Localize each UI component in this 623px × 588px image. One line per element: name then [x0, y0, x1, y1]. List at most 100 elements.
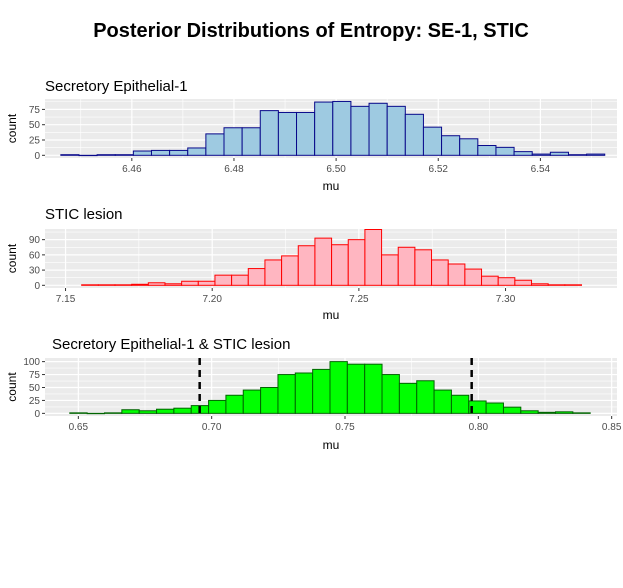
x-tick-label: 6.52 [429, 164, 449, 175]
histogram-bar [314, 237, 333, 286]
figure-title: Posterior Distributions of Entropy: SE-1… [93, 20, 529, 42]
x-tick-label: 7.20 [202, 294, 222, 305]
panel-combined: Secretory Epithelial-1 & STIC lesion 0.65… [5, 336, 622, 452]
histogram-bar [296, 111, 316, 156]
histogram-bar [121, 409, 140, 414]
histogram-bar [131, 283, 149, 286]
y-tick-label: 90 [29, 235, 41, 246]
histogram-bar [241, 127, 261, 156]
histogram-bar [332, 100, 352, 156]
histogram-bar [97, 284, 116, 286]
histogram-bar [513, 151, 533, 156]
histogram-bar [242, 389, 262, 414]
histogram-bar [197, 280, 216, 286]
histogram-bar [103, 412, 123, 414]
panel-title: Secretory Epithelial-1 & STIC lesion [52, 336, 290, 353]
y-tick-label: 75 [29, 105, 41, 116]
histogram-bar [181, 280, 199, 286]
x-tick-label: 6.54 [531, 164, 551, 175]
histogram-bar [214, 274, 233, 286]
histogram-bar [537, 411, 557, 414]
x-axis-title: mu [323, 308, 340, 322]
histogram-bar [555, 411, 574, 414]
histogram-bar [364, 229, 383, 286]
histogram-bar [381, 374, 400, 414]
histogram-bar [502, 406, 522, 414]
histogram-bar [477, 145, 497, 156]
x-tick-label: 0.80 [469, 422, 489, 433]
y-tick-label: 25 [29, 136, 41, 147]
histogram-bar [433, 389, 452, 414]
histogram-bar [225, 394, 244, 414]
y-axis-title: count [5, 113, 19, 143]
x-tick-label: 6.48 [224, 164, 244, 175]
histogram-bar [114, 284, 133, 286]
y-axis-title: count [5, 372, 19, 402]
histogram-bar [447, 263, 466, 286]
histogram-bar [312, 368, 331, 414]
histogram-bar [150, 149, 171, 156]
x-tick-label: 0.75 [335, 422, 355, 433]
y-tick-label: 30 [29, 266, 41, 277]
histogram-bar [495, 146, 515, 156]
histogram-bar [450, 394, 470, 414]
x-axis-title: mu [323, 438, 340, 452]
histogram-bar [60, 154, 80, 156]
histogram-bar [96, 154, 116, 156]
histogram-bar [329, 361, 348, 414]
histogram-bar [347, 239, 366, 286]
histogram-bar [260, 386, 279, 414]
histogram-bar [531, 283, 549, 286]
histogram-bar [416, 380, 435, 414]
histogram-bar [531, 153, 551, 156]
histogram-bar [572, 412, 591, 414]
histogram-bar [281, 255, 299, 286]
x-axis-title: mu [323, 179, 340, 193]
histogram-bar [422, 126, 443, 156]
x-tick-label: 7.15 [56, 294, 76, 305]
y-tick-label: 100 [23, 357, 40, 368]
histogram-bar [368, 102, 388, 156]
histogram-bar [297, 245, 316, 286]
histogram-bar [567, 154, 588, 156]
panel-title: STIC lesion [45, 206, 123, 223]
histogram-bar [485, 402, 504, 414]
histogram-bar [169, 149, 189, 156]
histogram-bar [187, 147, 207, 156]
histogram-bar [69, 412, 88, 414]
histogram-bar [346, 363, 366, 414]
histogram-bar [173, 407, 192, 414]
panel-stic: STIC lesion 7.15 7.20 7.25 7.30 0 30 60 90 mu coun… [5, 206, 617, 322]
y-tick-label: 25 [29, 396, 41, 407]
histogram-bar [247, 268, 266, 286]
histogram-bar [277, 374, 296, 414]
histogram-bar [404, 113, 424, 156]
histogram-bar [464, 268, 483, 286]
panel-title: Secretory Epithelial-1 [45, 78, 188, 95]
histogram-bar [386, 105, 406, 156]
histogram-bar [459, 138, 479, 156]
histogram-bar [481, 275, 499, 286]
y-tick-label: 60 [29, 250, 41, 261]
histogram-bar [147, 282, 166, 286]
histogram-bar [156, 408, 175, 414]
histogram-bar [231, 274, 249, 286]
histogram-bar [314, 101, 334, 156]
histogram-bar [398, 382, 418, 414]
histogram-bar [208, 399, 227, 414]
histogram-bar [114, 154, 134, 156]
histogram-bar [431, 259, 449, 286]
x-tick-label: 0.85 [602, 422, 622, 433]
histogram-bar [547, 284, 566, 286]
histogram-bar [564, 284, 583, 286]
histogram-bar [441, 135, 461, 156]
histogram-bar [414, 249, 433, 286]
histogram-bar [259, 110, 279, 156]
y-tick-label: 50 [29, 120, 41, 131]
histogram-bar [81, 284, 99, 286]
x-tick-label: 6.46 [122, 164, 142, 175]
histogram-bar [586, 153, 606, 156]
histogram-bar [205, 133, 225, 156]
histogram-bar [397, 246, 416, 286]
